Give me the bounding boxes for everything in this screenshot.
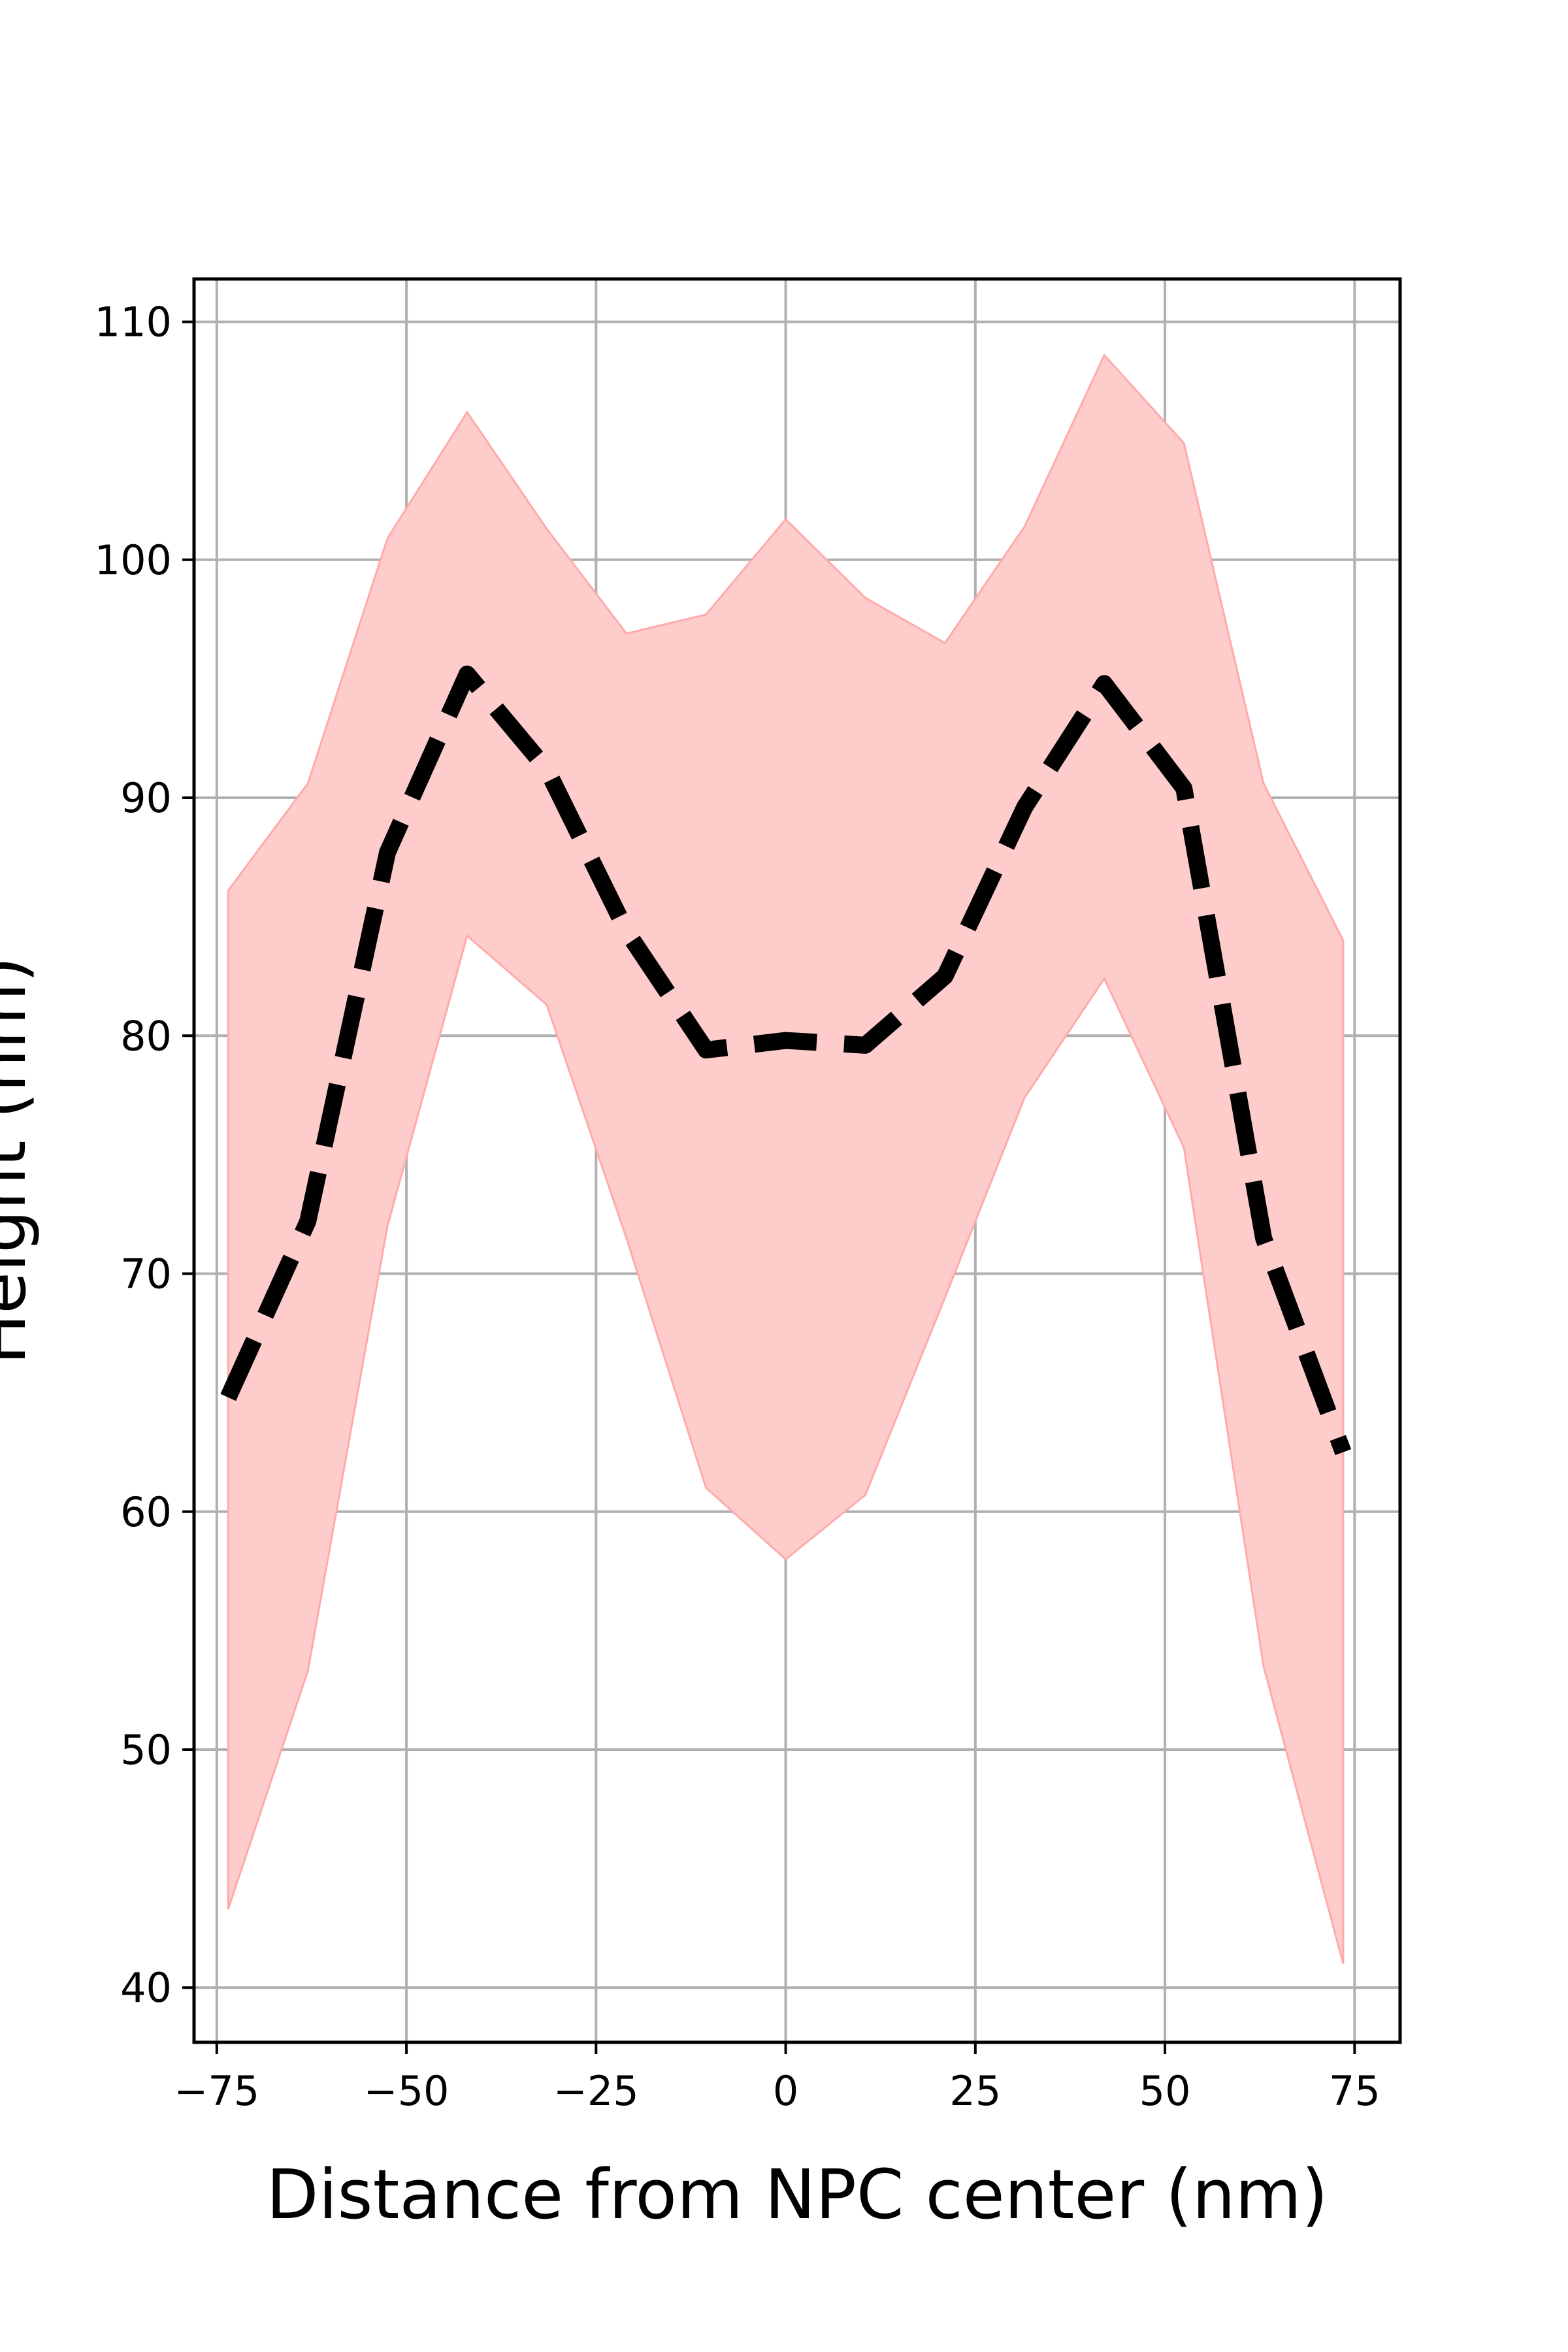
y-tick-label: 50	[120, 1726, 172, 1774]
x-tick-label: −25	[553, 2067, 639, 2115]
plot-frame	[192, 277, 1402, 2044]
y-tick-label: 90	[120, 774, 172, 822]
series-line	[220, 665, 1352, 1456]
x-tick-label: 75	[1329, 2067, 1380, 2115]
y-tick-label: 100	[95, 536, 172, 584]
x-axis: −75 −50 −25 0 25 50 75	[174, 2042, 1380, 2115]
y-tick-label: 40	[120, 1964, 172, 2012]
x-axis-title: Distance from NPC center (nm)	[266, 2155, 1328, 2234]
x-tick-label: −50	[364, 2067, 449, 2115]
x-tick-label: 50	[1139, 2067, 1191, 2115]
x-tick-label: 25	[949, 2067, 1001, 2115]
y-tick-label: 110	[95, 299, 172, 346]
x-tick-label: 0	[773, 2067, 798, 2115]
x-tick-label: −75	[174, 2067, 259, 2115]
y-tick-label: 80	[120, 1012, 172, 1060]
y-axis-title: Height (nm)	[0, 956, 41, 1365]
series-layer	[220, 665, 1352, 1456]
y-tick-label: 60	[120, 1488, 172, 1536]
y-tick-label: 70	[120, 1250, 172, 1298]
y-axis: 40 50 60 70 80 90 100 110	[95, 299, 194, 2012]
